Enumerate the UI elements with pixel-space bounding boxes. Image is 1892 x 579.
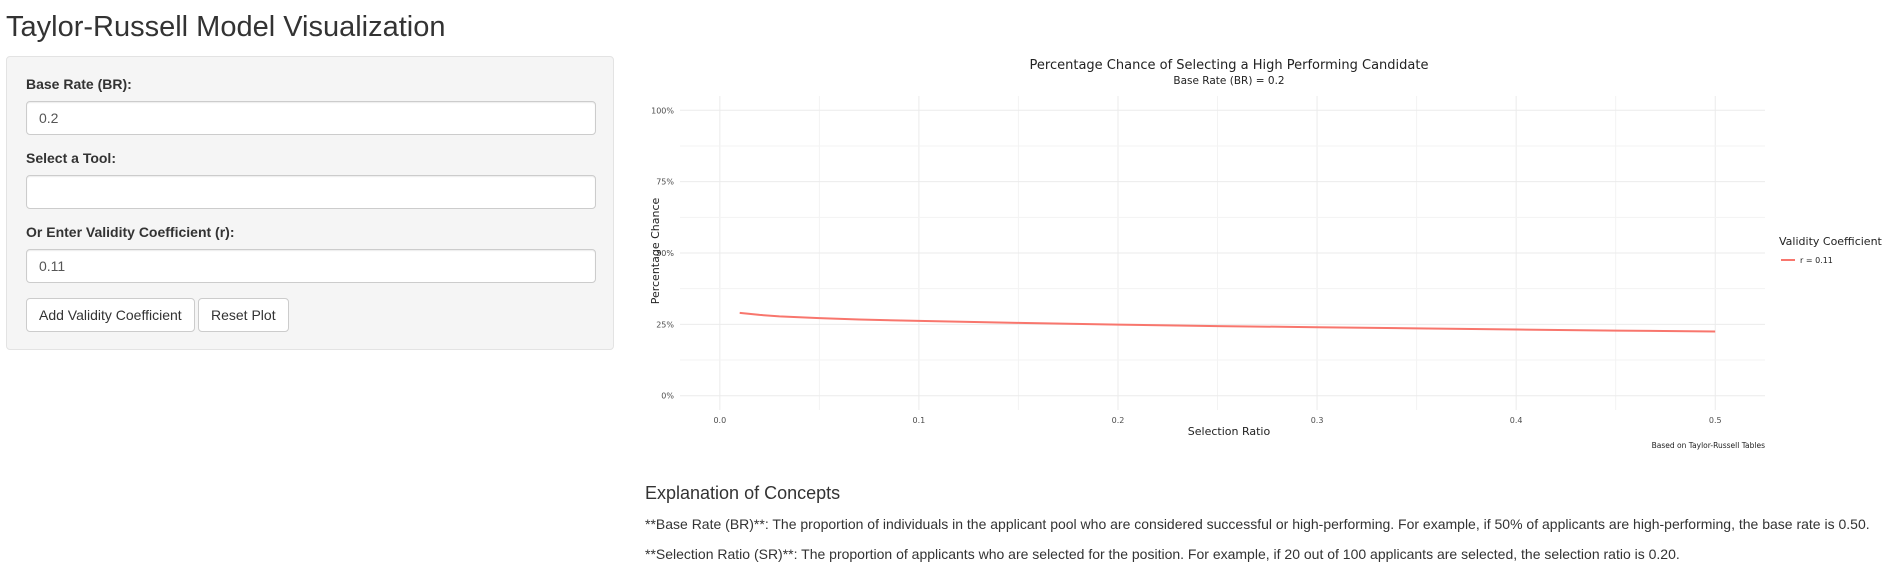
- y-tick-label: 50%: [656, 249, 674, 258]
- x-tick-label: 0.2: [1112, 416, 1125, 425]
- explanation-selection-ratio: **Selection Ratio (SR)**: The proportion…: [645, 546, 1680, 562]
- chart-svg: Percentage Chance of Selecting a High Pe…: [649, 58, 1883, 450]
- tool-select[interactable]: [26, 175, 596, 209]
- explanation-base-rate: **Base Rate (BR)**: The proportion of in…: [645, 516, 1870, 532]
- sidebar-panel: Base Rate (BR): Select a Tool: Or Enter …: [6, 56, 614, 350]
- y-tick-label: 100%: [651, 106, 674, 115]
- validity-input[interactable]: [26, 249, 596, 283]
- validity-label: Or Enter Validity Coefficient (r):: [26, 224, 235, 240]
- x-tick-label: 0.3: [1311, 416, 1324, 425]
- explanation-section: Explanation of Concepts **Base Rate (BR)…: [645, 483, 1885, 574]
- reset-plot-button[interactable]: Reset Plot: [198, 298, 289, 332]
- x-tick-labels: 0.0 0.1 0.2 0.3 0.4 0.5: [713, 416, 1721, 425]
- base-rate-label: Base Rate (BR):: [26, 76, 132, 92]
- chart-title: Percentage Chance of Selecting a High Pe…: [1030, 58, 1429, 73]
- legend: r = 0.11: [1781, 256, 1833, 265]
- x-axis-label: Selection Ratio: [1188, 425, 1271, 438]
- y-tick-label: 25%: [656, 320, 674, 329]
- base-rate-input[interactable]: [26, 101, 596, 135]
- plot-container: Percentage Chance of Selecting a High Pe…: [638, 52, 1892, 462]
- page-title: Taylor-Russell Model Visualization: [6, 11, 446, 43]
- tool-label: Select a Tool:: [26, 150, 116, 166]
- legend-title: Validity Coefficient: [1779, 235, 1883, 248]
- x-tick-label: 0.5: [1709, 416, 1722, 425]
- x-tick-label: 0.0: [713, 416, 726, 425]
- add-validity-button[interactable]: Add Validity Coefficient: [26, 298, 195, 332]
- y-tick-label: 75%: [656, 178, 674, 187]
- series-layer: [739, 311, 1716, 333]
- y-axis-label: Percentage Chance: [649, 197, 662, 304]
- x-tick-label: 0.4: [1510, 416, 1523, 425]
- chart-subtitle: Base Rate (BR) = 0.2: [1173, 75, 1284, 87]
- chart-caption: Based on Taylor-Russell Tables: [1652, 441, 1765, 450]
- x-tick-label: 0.1: [913, 416, 926, 425]
- grid: [680, 96, 1765, 410]
- y-tick-label: 0%: [661, 392, 674, 401]
- y-tick-labels: 0% 25% 50% 75% 100%: [651, 106, 674, 400]
- legend-label: r = 0.11: [1800, 256, 1833, 265]
- series-line: [739, 311, 1716, 333]
- explanation-heading: Explanation of Concepts: [645, 483, 841, 503]
